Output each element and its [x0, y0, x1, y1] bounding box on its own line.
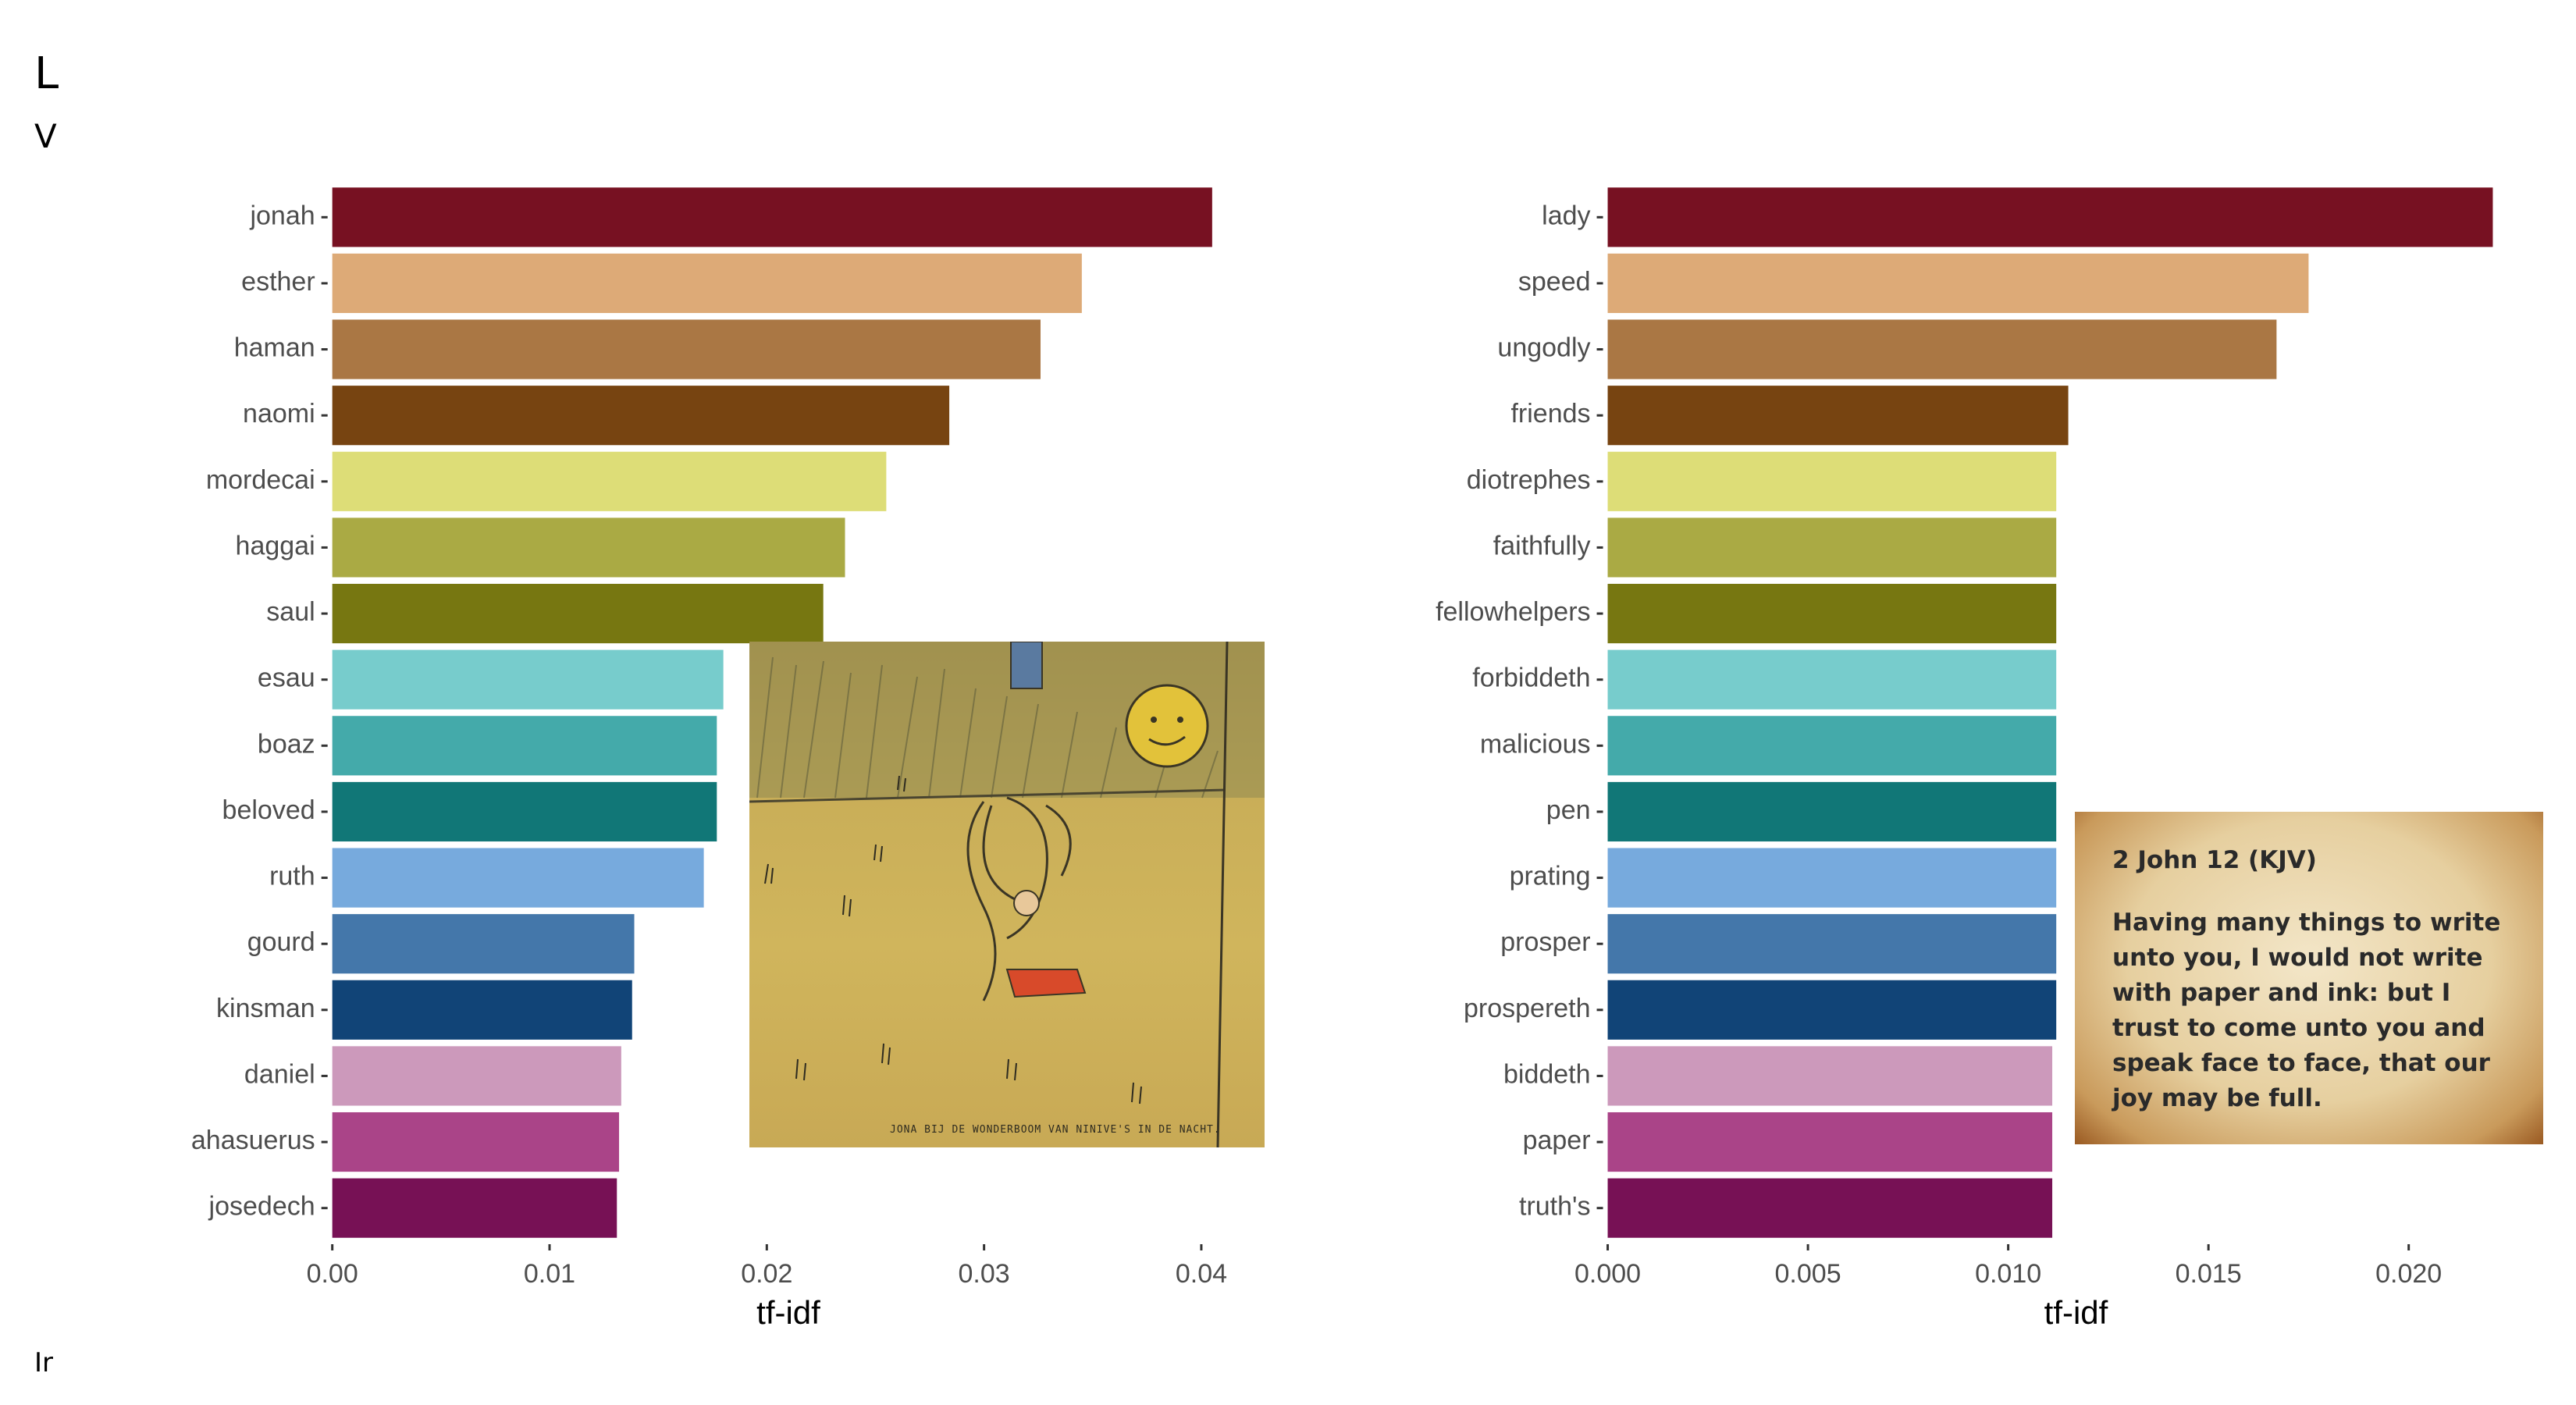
y-tick-label-kinsman: kinsman: [216, 994, 315, 1023]
bar-esther: [332, 253, 1082, 314]
bar-ruth: [332, 848, 704, 908]
bar-prospereth: [1607, 980, 2057, 1040]
bar-ungodly: [1607, 319, 2277, 379]
y-tick-label-boaz: boaz: [258, 729, 315, 759]
bar-mordecai: [332, 451, 887, 511]
bar-fellowhelpers: [1607, 583, 2057, 644]
x-tick-label: 0.04: [1176, 1259, 1227, 1289]
bar-pen: [1607, 781, 2057, 842]
bar-gourd: [332, 914, 635, 974]
y-tick-label-fellowhelpers: fellowhelpers: [1436, 597, 1590, 627]
bar-paper: [1607, 1112, 2053, 1172]
bar-truth's: [1607, 1178, 2053, 1238]
bar-prating: [1607, 848, 2057, 908]
bar-forbiddeth: [1607, 649, 2057, 710]
bar-saul: [332, 583, 824, 644]
verse-title: 2 John 12 (KJV): [2112, 846, 2317, 874]
bar-haggai: [332, 518, 845, 578]
x-tick-label: 0.01: [524, 1259, 575, 1289]
y-tick-label-malicious: malicious: [1480, 729, 1591, 759]
y-tick-label-mordecai: mordecai: [206, 465, 315, 495]
y-tick-label-speed: speed: [1518, 267, 1591, 297]
y-tick-label-lady: lady: [1542, 201, 1590, 230]
x-tick-label: 0.00: [307, 1259, 358, 1289]
footer-caption-fragment: Ir: [34, 1347, 54, 1378]
y-tick-label-prating: prating: [1510, 862, 1591, 891]
bar-biddeth: [1607, 1046, 2053, 1106]
y-tick-label-ahasuerus: ahasuerus: [191, 1126, 315, 1155]
y-tick-label-faithfully: faithfully: [1493, 531, 1591, 560]
header-subtitle-fragment: V: [34, 117, 57, 155]
y-tick-label-pen: pen: [1546, 795, 1591, 825]
y-tick-label-naomi: naomi: [243, 399, 315, 429]
bar-diotrephes: [1607, 451, 2057, 511]
bar-malicious: [1607, 716, 2057, 776]
y-tick-label-ungodly: ungodly: [1497, 333, 1590, 363]
bar-boaz: [332, 716, 717, 776]
bar-lady: [1607, 187, 2493, 247]
x-tick-label: 0.005: [1775, 1259, 1841, 1289]
bar-ahasuerus: [332, 1112, 620, 1172]
x-tick-label: 0.015: [2176, 1259, 2242, 1289]
bar-jonah: [332, 187, 1212, 247]
x-tick-label: 0.02: [741, 1259, 792, 1289]
y-tick-label-esau: esau: [258, 663, 315, 693]
x-tick-label: 0.03: [959, 1259, 1010, 1289]
y-tick-label-forbiddeth: forbiddeth: [1472, 663, 1590, 693]
y-tick-label-diotrephes: diotrephes: [1467, 465, 1591, 495]
verse-text: Having many things to write unto you, I …: [2112, 909, 2501, 1112]
y-tick-label-biddeth: biddeth: [1503, 1059, 1591, 1089]
bar-friends: [1607, 386, 2069, 446]
bar-naomi: [332, 386, 950, 446]
x-tick-label: 0.020: [2375, 1259, 2442, 1289]
header-title-fragment: L: [34, 48, 59, 99]
y-tick-label-haman: haman: [234, 333, 315, 363]
bar-josedech: [332, 1178, 617, 1238]
y-tick-label-prospereth: prospereth: [1464, 994, 1591, 1023]
bar-speed: [1607, 253, 2309, 314]
bar-beloved: [332, 781, 717, 842]
y-tick-label-paper: paper: [1523, 1126, 1591, 1155]
bar-esau: [332, 649, 724, 710]
y-tick-label-prosper: prosper: [1500, 927, 1590, 957]
x-tick-label: 0.010: [1975, 1259, 2041, 1289]
bar-prosper: [1607, 914, 2057, 974]
y-tick-label-haggai: haggai: [236, 531, 315, 560]
y-tick-label-esther: esther: [241, 267, 315, 297]
bar-kinsman: [332, 980, 632, 1040]
y-tick-label-josedech: josedech: [208, 1192, 315, 1222]
x-axis-title: tf-idf: [756, 1294, 820, 1331]
x-tick-label: 0.000: [1574, 1259, 1641, 1289]
y-tick-label-truth's: truth's: [1519, 1192, 1591, 1222]
y-tick-label-ruth: ruth: [269, 862, 315, 891]
jonah-drawing-image: JONA BIJ DE WONDERBOOM VAN NINIVE'S IN D…: [749, 641, 1265, 1148]
y-tick-label-jonah: jonah: [249, 201, 315, 230]
x-axis-title: tf-idf: [2044, 1294, 2108, 1331]
y-tick-label-friends: friends: [1510, 399, 1590, 429]
y-tick-label-saul: saul: [266, 597, 315, 627]
bar-haman: [332, 319, 1041, 379]
y-tick-label-daniel: daniel: [244, 1059, 315, 1089]
drawing-caption: JONA BIJ DE WONDERBOOM VAN NINIVE'S IN D…: [890, 1124, 1221, 1136]
bar-daniel: [332, 1046, 621, 1106]
y-tick-label-gourd: gourd: [247, 927, 315, 957]
y-tick-label-beloved: beloved: [222, 795, 315, 825]
verse-card: 2 John 12 (KJV) Having many things to wr…: [2075, 812, 2543, 1144]
bar-faithfully: [1607, 518, 2057, 578]
